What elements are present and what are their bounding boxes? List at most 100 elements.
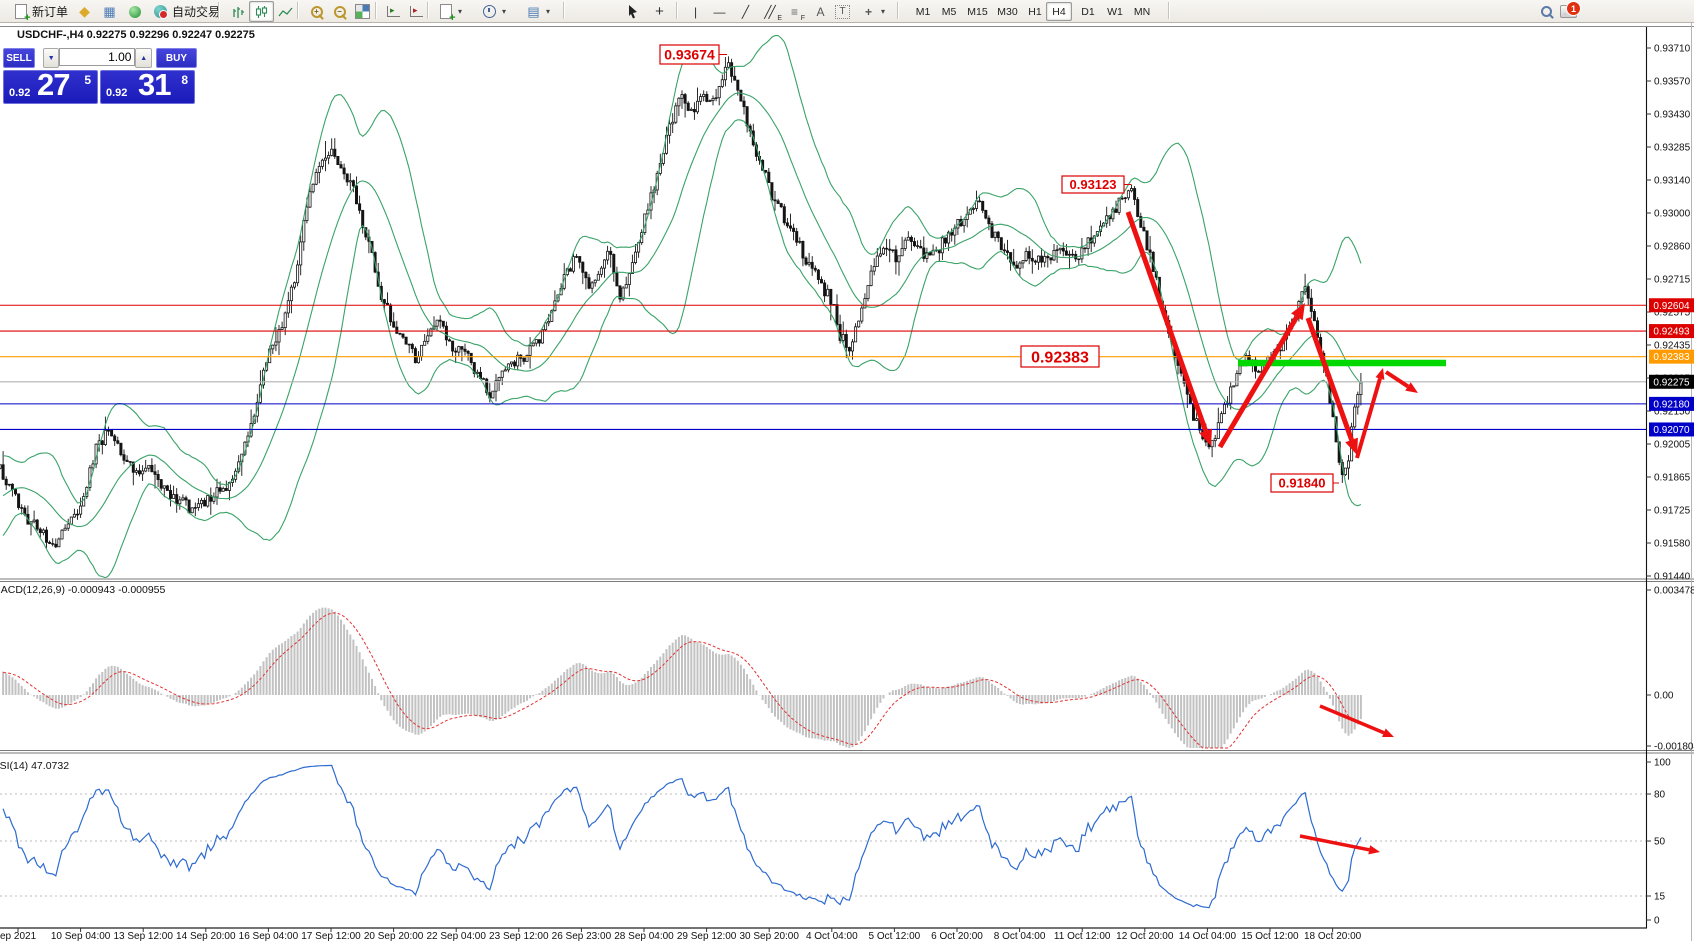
svg-text:0.92493: 0.92493 [1653,327,1690,338]
price-annotation-0.91840[interactable]: 0.91840 [1270,473,1339,493]
timeframe-button-h4[interactable]: H4 [1046,2,1072,21]
svg-text:4 Oct 04:00: 4 Oct 04:00 [806,931,858,941]
shapes-dropdown-icon[interactable]: ▾ [881,7,886,16]
svg-text:0.93710: 0.93710 [1654,44,1691,55]
rsi-pane[interactable] [0,764,1646,909]
macd-signal-line [3,612,1361,749]
pane-separators[interactable] [0,22,1694,941]
periods-dropdown-icon[interactable]: ▾ [502,7,507,16]
new-order-button[interactable]: 新订单 [8,1,72,24]
text-icon: A [816,4,825,19]
candlestick-chart-button[interactable] [249,1,274,22]
svg-text:14 Sep 20:00: 14 Sep 20:00 [176,931,236,941]
svg-text:15: 15 [1654,892,1666,903]
templates-dropdown-icon[interactable]: ▾ [546,7,551,16]
label-tool-button[interactable]: T [831,1,854,22]
horizontal-lines[interactable] [0,304,1646,431]
svg-text:20 Sep 20:00: 20 Sep 20:00 [364,931,424,941]
svg-text:0.93430: 0.93430 [1654,110,1691,121]
periods-clock-icon [481,3,498,20]
zoom-out-button[interactable]: − [327,1,352,22]
search-button[interactable] [1534,1,1559,22]
fibonacci-icon: ≡ F [790,4,805,23]
text-label-icon: T [835,4,850,19]
buy-price-big: 31 [138,70,171,102]
svg-text:0.93000: 0.93000 [1654,209,1691,220]
auto-scroll-button[interactable]: ▸ [381,1,406,22]
timeframe-button-mn[interactable]: MN [1133,5,1151,18]
cursor-tool-button[interactable] [620,1,645,22]
trend-arrows[interactable] [1125,211,1418,459]
crosshair-tool-button[interactable]: + [647,1,672,22]
timeframe-button-m30[interactable]: M30 [997,5,1018,18]
notification-badge[interactable]: 1 [1566,1,1581,16]
price-annotation-0.92383[interactable]: 0.92383 [1020,345,1100,368]
green-support-line[interactable] [1238,359,1446,367]
svg-text:0.92715: 0.92715 [1654,275,1691,286]
price-axis[interactable]: 0.93710 0.93570 0.93430 0.93285 0.93140 0.930… [1646,44,1694,927]
svg-text:14 Oct 04:00: 14 Oct 04:00 [1179,931,1237,941]
zoom-in-button[interactable]: + [304,1,329,22]
price-annotation-0.93674[interactable]: 0.93674 [659,44,727,65]
tile-windows-icon [354,3,371,20]
macd-label: MACD(12,26,9) -0.000943 -0.000955 [0,584,166,596]
periods-button[interactable]: ▾ [477,1,510,22]
horizontal-line-tool-button[interactable]: — [707,1,732,22]
timeframe-button-m15[interactable]: M15 [967,5,988,18]
zoom-out-icon: − [331,3,348,20]
market-watch-icon: ◆ [79,3,90,19]
sell-button[interactable]: SELL [3,48,35,68]
timeframe-button-m5[interactable]: M5 [941,5,957,18]
time-axis[interactable]: ep 2021 10 Sep 04:00 13 Sep 12:00 14 Sep 20… [0,928,1362,941]
svg-text:12 Oct 20:00: 12 Oct 20:00 [1116,931,1174,941]
fibonacci-tool-button[interactable]: ≡ F [782,1,807,23]
volume-decrease-button[interactable]: ▼ [42,48,60,68]
svg-text:0.92005: 0.92005 [1654,440,1691,451]
tile-windows-button[interactable] [350,1,375,22]
chart-shift-button[interactable]: ▸ [404,1,429,22]
templates-button[interactable]: ▤ ▾ [521,1,554,22]
timeframe-button-d1[interactable]: D1 [1081,5,1095,18]
channel-tool-button[interactable]: ╱╱ E [756,1,781,23]
timeframe-button-w1[interactable]: W1 [1107,5,1123,18]
price-badge-0.92070: 0.92070 [1649,422,1694,437]
svg-text:0.92575: 0.92575 [1654,308,1691,319]
trendline-tool-button[interactable]: ╱ [733,1,758,22]
price-annotation-0.93123[interactable]: 0.93123 [1061,175,1131,194]
line-chart-button[interactable] [273,1,298,22]
svg-text:ep 2021: ep 2021 [0,931,37,941]
text-tool-button[interactable]: A [808,1,833,22]
svg-text:0.92180: 0.92180 [1653,399,1690,410]
timeframe-button-m1[interactable]: M1 [915,5,931,18]
price-badge-0.92275: 0.92275 [1649,374,1694,389]
data-window-button[interactable]: ▦ [97,1,122,22]
timeframe-button-h1[interactable]: H1 [1028,5,1042,18]
indicators-dropdown-icon[interactable]: ▾ [458,7,463,16]
vertical-line-tool-button[interactable]: | [683,1,708,22]
svg-text:22 Sep 04:00: 22 Sep 04:00 [426,931,486,941]
volume-input[interactable] [59,48,136,66]
autotrading-button[interactable]: 自动交易 [148,1,224,22]
macd-pane[interactable] [2,607,1394,749]
chart-canvas[interactable]: 0.93674 0.93123 0.92383 0.91840 USDCHF-,H4 0… [0,22,1694,941]
macd-arrow[interactable] [1319,704,1394,738]
equidistant-channel-icon: ╱╱ E [764,4,781,23]
svg-text:0.93570: 0.93570 [1654,77,1691,88]
chart-title: USDCHF-,H4 0.92275 0.92296 0.92247 0.922… [17,29,255,41]
svg-text:13 Sep 12:00: 13 Sep 12:00 [113,931,173,941]
sell-price-sup: 5 [84,73,91,87]
shapes-tool-button[interactable]: + ▾ [856,1,889,22]
bar-chart-button[interactable] [226,1,251,22]
rsi-arrow[interactable] [1299,834,1380,855]
svg-text:8 Oct 04:00: 8 Oct 04:00 [994,931,1046,941]
indicators-button[interactable]: ▾ [433,1,466,24]
market-watch-button[interactable]: ◆ [72,1,97,22]
volume-increase-button[interactable]: ▲ [135,48,152,68]
bollinger-bands [2,34,1362,578]
buy-button[interactable]: BUY [155,48,197,68]
signals-button[interactable] [122,1,147,22]
main-price-pane[interactable]: 0.93674 0.93123 0.92383 0.91840 [0,34,1646,578]
autotrading-label: 自动交易 [172,5,221,19]
svg-text:0.93285: 0.93285 [1654,143,1691,154]
svg-text:0.003478: 0.003478 [1654,586,1694,597]
